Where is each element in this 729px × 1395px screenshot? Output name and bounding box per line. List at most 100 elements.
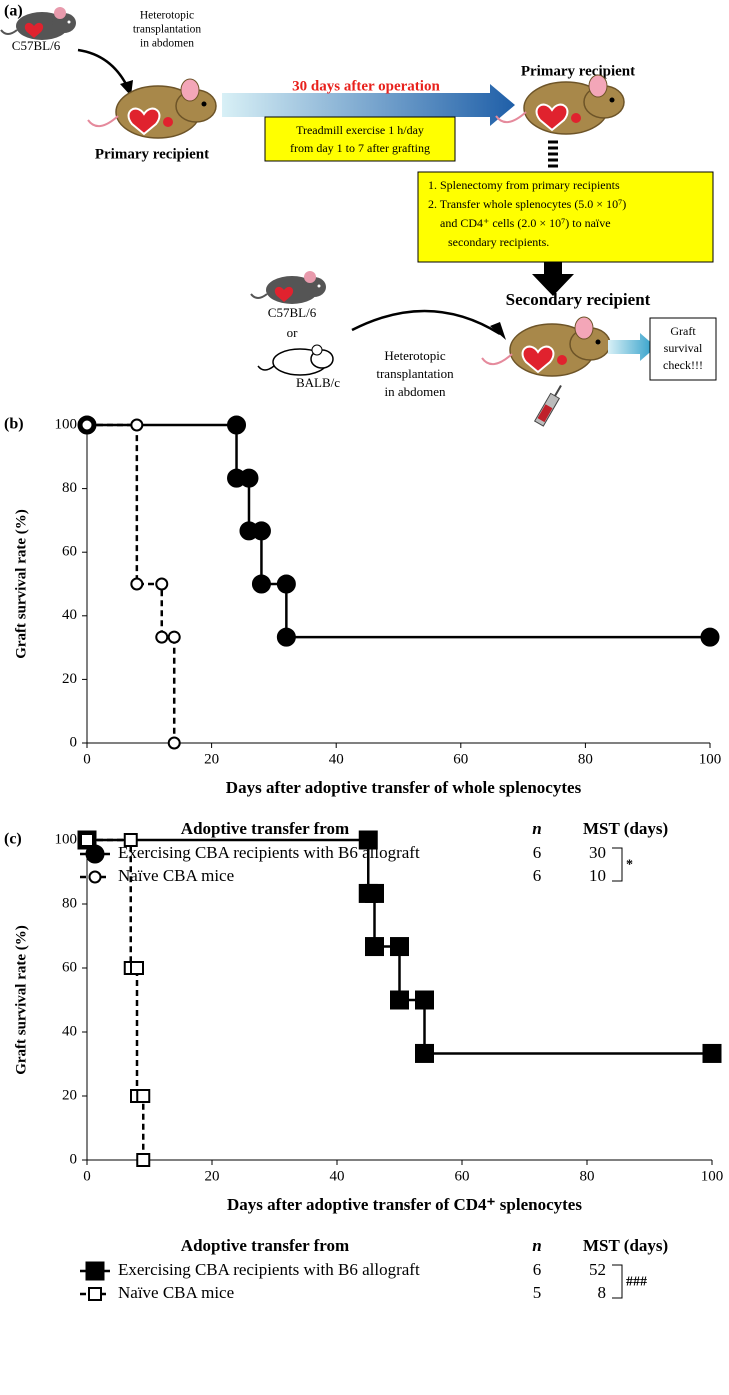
y-tick-label: 0: [70, 734, 78, 750]
syringe: [535, 383, 566, 426]
marker: [359, 831, 377, 849]
x-tick-label: 100: [699, 751, 722, 767]
recipient-mouse: [496, 75, 624, 134]
marker: [169, 632, 180, 643]
marker: [169, 738, 180, 749]
legend-title: Adoptive transfer from: [181, 1236, 349, 1255]
legend-mst: 52: [589, 1260, 606, 1279]
x-tick-label: 40: [330, 1168, 345, 1184]
legend-label: Exercising CBA recipients with B6 allogr…: [118, 1260, 420, 1279]
x-axis-label: Days after adoptive transfer of CD4⁺ spl…: [227, 1195, 582, 1214]
arrow: [352, 311, 500, 334]
recipient-label: Secondary recipient: [506, 290, 651, 309]
x-tick-label: 0: [83, 1168, 91, 1184]
arrow-label: 30 days after operation: [292, 78, 440, 94]
marker: [137, 1090, 149, 1102]
y-axis-label: Graft survival rate (%): [13, 925, 29, 1075]
marker: [137, 1154, 149, 1166]
y-axis-label: Graft survival rate (%): [13, 509, 29, 659]
legend-marker: [86, 1262, 104, 1280]
box-text: secondary recipients.: [448, 235, 549, 249]
white-mouse: [258, 345, 333, 375]
x-tick-label: 60: [455, 1168, 470, 1184]
marker: [131, 962, 143, 974]
marker: [156, 632, 167, 643]
x-tick-label: 60: [453, 751, 468, 767]
recipient-label: Primary recipient: [521, 63, 635, 79]
box-text: 2. Transfer whole splenocytes (5.0 × 10⁷…: [428, 197, 626, 211]
panel-label: (a): [4, 3, 23, 20]
legend-mst: 30: [589, 843, 606, 862]
box-text: and CD4⁺ cells (2.0 × 10⁷) to naïve: [440, 216, 611, 230]
panel-label: (b): [4, 416, 24, 433]
marker: [366, 938, 384, 956]
note: in abdomen: [384, 384, 446, 399]
note: Heterotopic: [384, 348, 446, 363]
legend-n-header: n: [532, 1236, 541, 1255]
legend-n: 6: [533, 1260, 542, 1279]
significance: *: [626, 858, 633, 873]
legend-label: Naïve CBA mice: [118, 1283, 234, 1302]
y-tick-label: 20: [62, 671, 77, 687]
marker: [82, 420, 93, 431]
note: transplantation: [376, 366, 454, 381]
arrowhead: [490, 322, 506, 340]
figure: (a) C57BL/6 Heterotopic transplantation …: [0, 0, 729, 1395]
x-tick-label: 80: [580, 1168, 595, 1184]
marker: [240, 469, 258, 487]
marker: [701, 628, 719, 646]
arrow: [78, 50, 128, 88]
recipient-label: Primary recipient: [95, 146, 209, 162]
significance: ###: [626, 1275, 647, 1290]
donor-label: C57BL/6: [12, 38, 61, 53]
y-tick-label: 80: [62, 480, 77, 496]
box-text: 1. Splenectomy from primary recipients: [428, 178, 620, 192]
y-tick-label: 60: [62, 959, 77, 975]
y-tick-label: 60: [62, 544, 77, 560]
marker: [391, 991, 409, 1009]
box-text: Treadmill exercise 1 h/day: [296, 123, 424, 137]
survival-line: [87, 840, 143, 1160]
x-tick-label: 20: [205, 1168, 220, 1184]
legend-marker: [89, 1288, 101, 1300]
significance-bracket: [612, 848, 622, 881]
donor-mouse: [251, 271, 326, 304]
legend-label: Naïve CBA mice: [118, 866, 234, 885]
box-text: from day 1 to 7 after grafting: [290, 141, 430, 155]
y-tick-label: 100: [55, 831, 78, 847]
marker: [416, 991, 434, 1009]
marker: [391, 938, 409, 956]
marker: [156, 579, 167, 590]
legend-mst: 8: [598, 1283, 607, 1302]
y-tick-label: 0: [70, 1151, 78, 1167]
x-axis-label: Days after adoptive transfer of whole sp…: [226, 778, 582, 797]
arrow: [548, 142, 558, 166]
marker: [703, 1044, 721, 1062]
marker: [252, 522, 270, 540]
x-tick-label: 0: [83, 751, 91, 767]
legend-mst-header: MST (days): [583, 819, 668, 838]
marker: [81, 834, 93, 846]
marker: [125, 834, 137, 846]
y-tick-label: 100: [55, 416, 78, 432]
donor-label: C57BL/6: [268, 305, 317, 320]
marker: [277, 575, 295, 593]
legend-n: 6: [533, 866, 542, 885]
box-text: check!!!: [663, 358, 703, 372]
y-tick-label: 40: [62, 1023, 77, 1039]
significance-bracket: [612, 1265, 622, 1298]
marker: [277, 628, 295, 646]
legend-n-header: n: [532, 819, 541, 838]
box-text: survival: [664, 341, 703, 355]
y-tick-label: 80: [62, 895, 77, 911]
marker: [228, 416, 246, 434]
note: transplantation: [133, 24, 202, 36]
marker: [416, 1044, 434, 1062]
x-tick-label: 20: [204, 751, 219, 767]
recipient-mouse: [88, 79, 216, 138]
legend-n: 5: [533, 1283, 542, 1302]
survival-line: [87, 425, 710, 637]
y-tick-label: 40: [62, 607, 77, 623]
note: Heterotopic: [140, 10, 194, 22]
marker: [366, 884, 384, 902]
